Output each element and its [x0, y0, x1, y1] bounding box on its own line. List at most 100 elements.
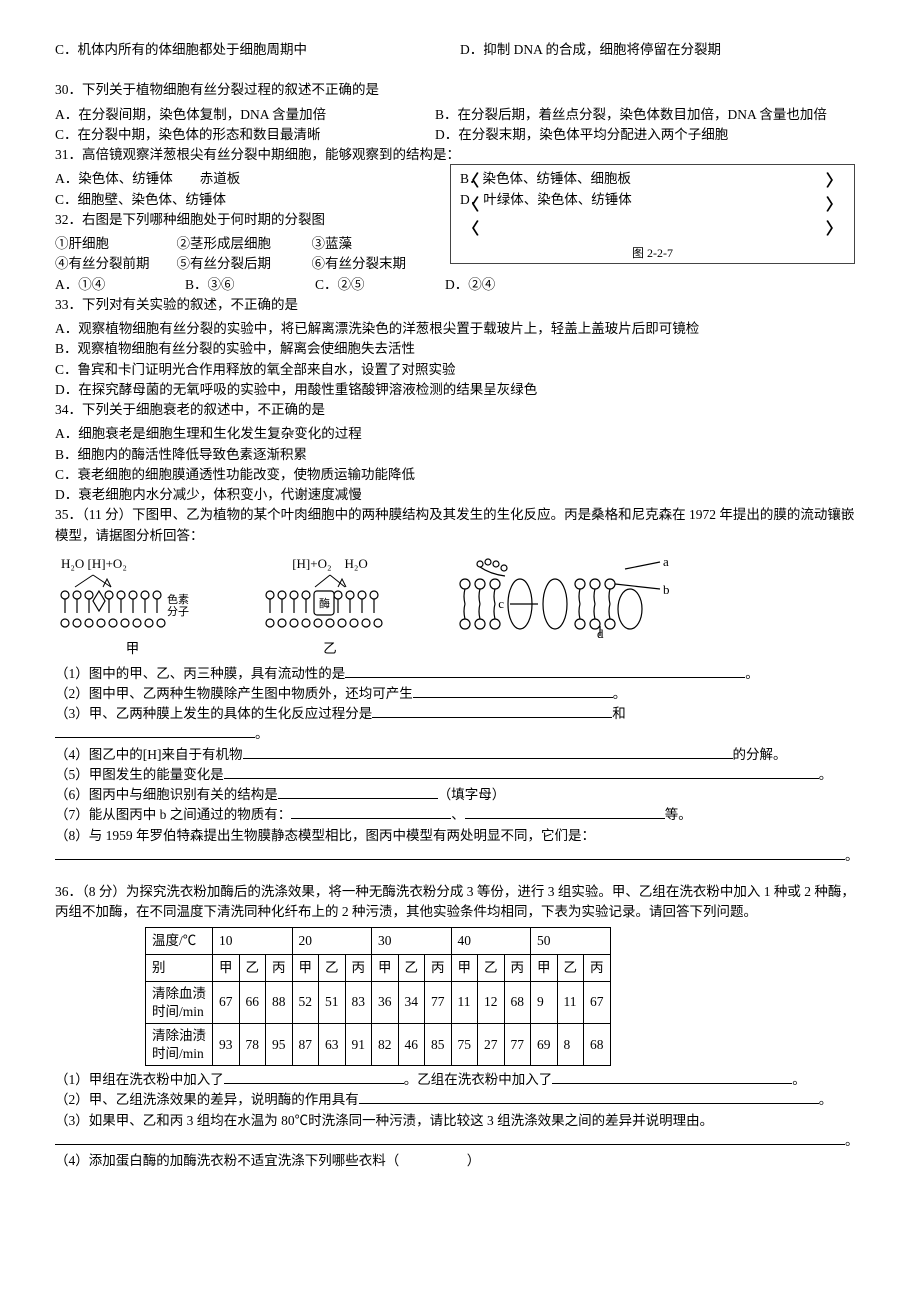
- blank[interactable]: [345, 677, 745, 678]
- blank[interactable]: [413, 697, 613, 698]
- q36-p2: （2）甲、乙组洗涤效果的差异，说明酶的作用具有 。: [55, 1090, 865, 1110]
- t-30: 30: [372, 927, 452, 954]
- q35-p5b: 。: [819, 767, 833, 782]
- blank[interactable]: [291, 818, 451, 819]
- q34-stem: 34．下列关于细胞衰老的叙述中，不正确的是: [55, 400, 865, 420]
- cell: 85: [425, 1024, 452, 1066]
- g: 丙: [584, 954, 611, 981]
- blank[interactable]: [552, 1083, 792, 1084]
- q34-B: B．细胞内的酶活性降低导致色素逐渐积累: [55, 445, 865, 465]
- q36-p2a: （2）甲、乙组洗涤效果的差异，说明酶的作用具有: [55, 1092, 359, 1107]
- g: 甲: [451, 954, 478, 981]
- blank[interactable]: [224, 1083, 404, 1084]
- cell: 46: [398, 1024, 425, 1066]
- q34-C: C．衰老细胞的细胞膜通透性功能改变，使物质运输功能降低: [55, 465, 865, 485]
- table-row-group: 别 甲乙丙 甲乙丙 甲乙丙 甲乙丙 甲乙丙: [146, 954, 611, 981]
- blank[interactable]: [359, 1103, 819, 1104]
- cell: 63: [319, 1024, 346, 1066]
- table-row-blood: 清除血渍时间/min 676688 525183 363477 111268 9…: [146, 982, 611, 1024]
- label-d: d: [597, 626, 604, 639]
- q35-p2a: （2）图中甲、乙两种生物膜除产生图中物质外，还均可产生: [55, 686, 413, 701]
- q33-C: C．鲁宾和卡门证明光合作用释放的氧全部来自水，设置了对照实验: [55, 360, 865, 380]
- q33-A: A．观察植物细胞有丝分裂的实验中，将已解离漂洗染色的洋葱根尖置于载玻片上，轻盖上…: [55, 319, 865, 339]
- q36-p1a: （1）甲组在洗衣粉中加入了: [55, 1072, 224, 1087]
- cell: 93: [213, 1024, 240, 1066]
- cell: 87: [292, 1024, 319, 1066]
- blank[interactable]: [55, 1144, 845, 1145]
- q36-p3-blank: 。: [55, 1131, 865, 1151]
- q36-p2b: 。: [819, 1092, 833, 1107]
- cell: 69: [531, 1024, 558, 1066]
- membrane-jia-svg: 色素 分子: [55, 573, 210, 635]
- g: 乙: [557, 954, 584, 981]
- q35-p5a: （5）甲图发生的能量变化是: [55, 767, 224, 782]
- q35-p5: （5）甲图发生的能量变化是 。: [55, 765, 865, 785]
- g: 丙: [266, 954, 293, 981]
- experiment-table: 温度/℃ 10 20 30 40 50 别 甲乙丙 甲乙丙 甲乙丙 甲乙丙 甲乙…: [145, 927, 611, 1067]
- g: 丙: [345, 954, 372, 981]
- label-b: b: [663, 582, 670, 597]
- q30-A: A．在分裂间期，染色体复制，DNA 含量加倍: [55, 105, 435, 125]
- table-row-oil: 清除油渍时间/min 937895 876391 824685 752777 6…: [146, 1024, 611, 1066]
- q35-p6b: （填字母）: [438, 787, 506, 802]
- opt-c: C．机体内所有的体细胞都处于细胞周期中: [55, 40, 460, 60]
- q30-row2: C．在分裂中期，染色体的形态和数目最清晰 D．在分裂末期，染色体平均分配进入两个…: [55, 125, 865, 145]
- q36-p3b: 。: [845, 1133, 859, 1148]
- q34-A: A．细胞衰老是细胞生理和生化发生复杂变化的过程: [55, 424, 865, 444]
- cell-figure: 〈〉 〈〉 〈〉 图 2-2-7: [450, 164, 855, 264]
- blank[interactable]: [243, 758, 733, 759]
- cell: 67: [584, 982, 611, 1024]
- cell: 8: [557, 1024, 584, 1066]
- cell: 78: [239, 1024, 266, 1066]
- blank[interactable]: [465, 818, 665, 819]
- g: 乙: [478, 954, 505, 981]
- q35-p2b: 。: [613, 686, 627, 701]
- cell: 27: [478, 1024, 505, 1066]
- svg-text:分子: 分子: [167, 605, 189, 618]
- t-10: 10: [213, 927, 293, 954]
- blank[interactable]: [278, 798, 438, 799]
- table-row-temp: 温度/℃ 10 20 30 40 50: [146, 927, 611, 954]
- q35-p8: （8）与 1959 年罗伯特森提出生物膜静态模型相比，图丙中模型有两处明显不同，…: [55, 826, 865, 846]
- q35-p7c: 等。: [665, 807, 692, 822]
- cell: 51: [319, 982, 346, 1024]
- cell: 82: [372, 1024, 399, 1066]
- cell: 95: [266, 1024, 293, 1066]
- cell: 75: [451, 1024, 478, 1066]
- cell: 66: [239, 982, 266, 1024]
- cell: 11: [557, 982, 584, 1024]
- cell: 52: [292, 982, 319, 1024]
- cell: 68: [584, 1024, 611, 1066]
- blank[interactable]: [372, 717, 612, 718]
- q33-B: B．观察植物细胞有丝分裂的实验中，解离会使细胞失去活性: [55, 339, 865, 359]
- q35-p6a: （6）图丙中与细胞识别有关的结构是: [55, 787, 278, 802]
- q30-C: C．在分裂中期，染色体的形态和数目最清晰: [55, 125, 435, 145]
- blank[interactable]: [224, 778, 819, 779]
- q31-C: C．细胞壁、染色体、纺锤体: [55, 190, 460, 210]
- q32-B: B．③⑥: [185, 275, 315, 295]
- q32-C: C．②⑤: [315, 275, 445, 295]
- yi-header: [H]+O₂ H₂O: [260, 554, 400, 574]
- t-50: 50: [531, 927, 611, 954]
- t-40: 40: [451, 927, 531, 954]
- q29-options: C．机体内所有的体细胞都处于细胞周期中 D．抑制 DNA 的合成，细胞将停留在分…: [55, 40, 865, 60]
- q35-p3: （3）甲、乙两种膜上发生的具体的生化反应过程分是和: [55, 704, 865, 724]
- q32-A: A．①④: [55, 275, 185, 295]
- q31-stem: 31．高倍镜观察洋葱根尖有丝分裂中期细胞，能够观察到的结构是：: [55, 145, 865, 165]
- q33-D: D．在探究酵母菌的无氧呼吸的实验中，用酸性重铬酸钾溶液检测的结果呈灰绿色: [55, 380, 865, 400]
- label-c: c: [498, 596, 504, 611]
- q32-options: A．①④ B．③⑥ C．②⑤ D．②④: [55, 275, 575, 295]
- label-yi: 乙: [260, 639, 400, 659]
- blank[interactable]: [55, 737, 255, 738]
- q35-p6: （6）图丙中与细胞识别有关的结构是 （填字母）: [55, 785, 865, 805]
- q36-p1c: 。: [792, 1072, 806, 1087]
- q33-stem: 33．下列对有关实验的叙述，不正确的是: [55, 295, 865, 315]
- q31-A: A．染色体、纺锤体 赤道板: [55, 169, 460, 189]
- q32-D: D．②④: [445, 275, 575, 295]
- q34-D: D．衰老细胞内水分减少，体积变小，代谢速度减慢: [55, 485, 865, 505]
- jia-header: H₂O [H]+O₂: [55, 554, 210, 574]
- blank[interactable]: [55, 859, 845, 860]
- fig-caption: 图 2-2-7: [453, 244, 852, 262]
- g: 丙: [425, 954, 452, 981]
- q35-p4a: （4）图乙中的[H]来自于有机物: [55, 747, 243, 762]
